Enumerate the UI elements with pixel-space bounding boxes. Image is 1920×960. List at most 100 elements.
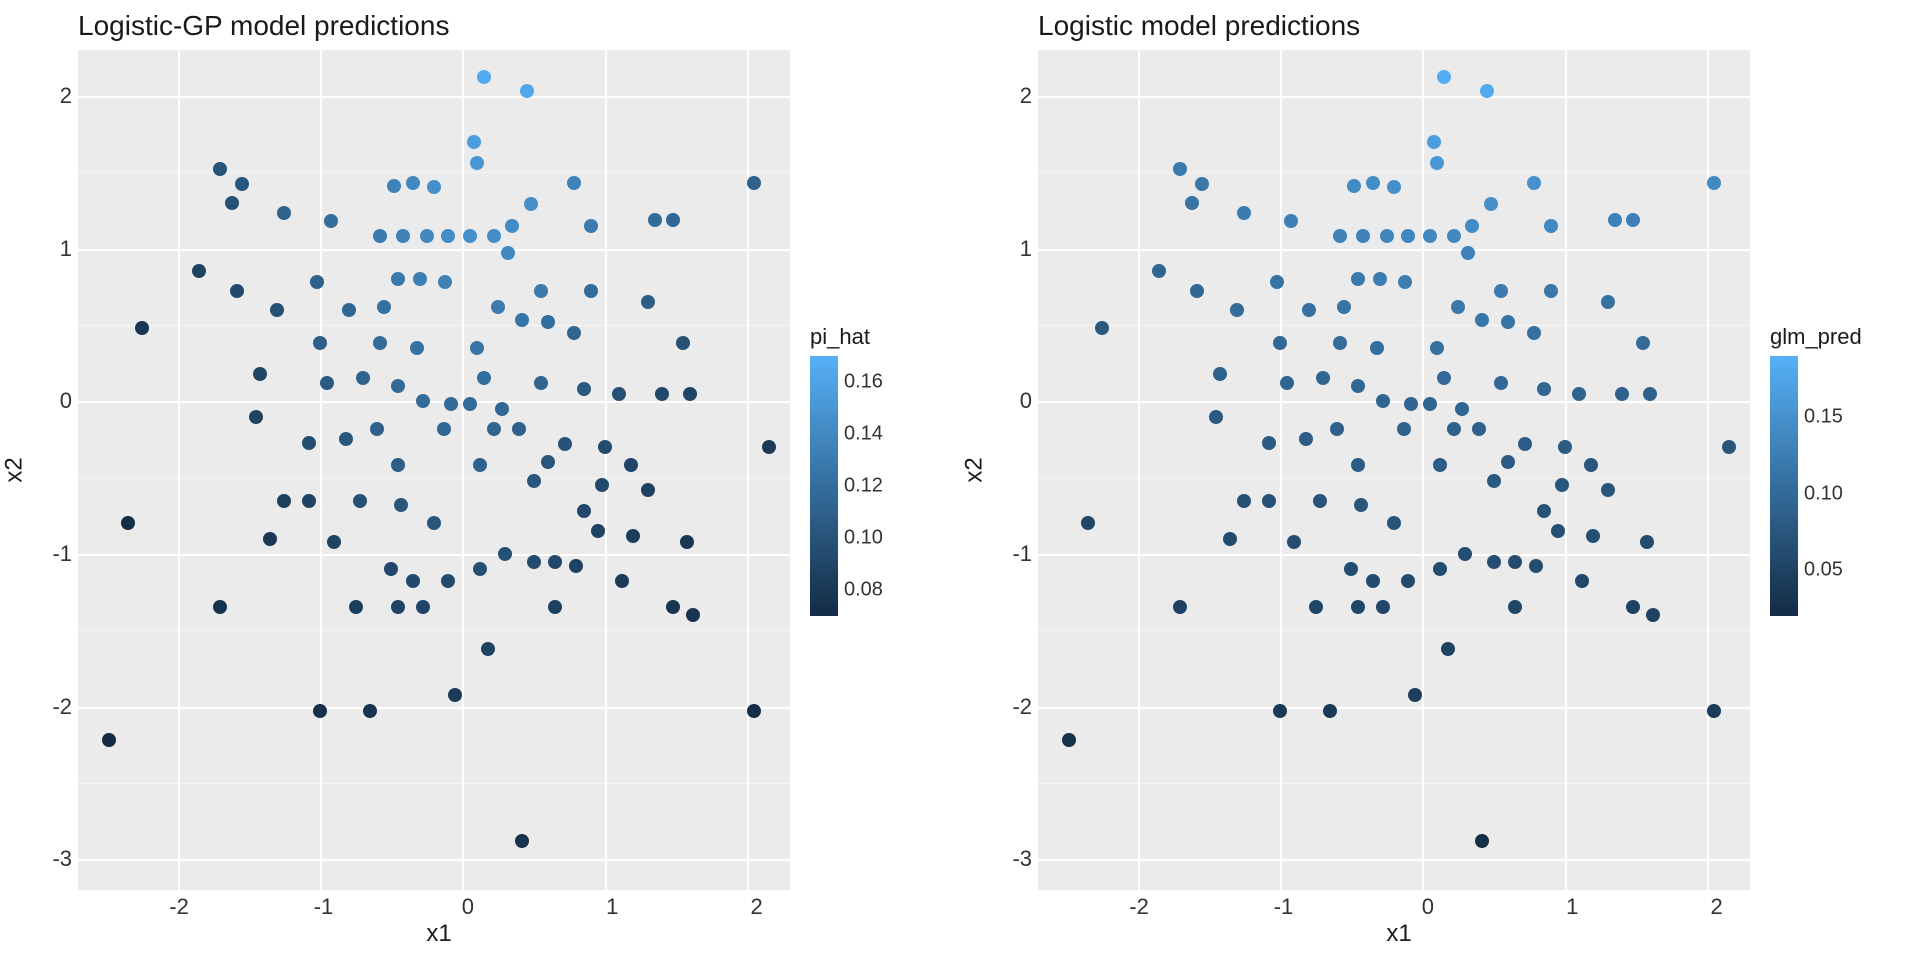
x-axis-title: x1: [78, 920, 800, 948]
gridline-v-minor: [534, 50, 535, 51]
scatter-point: [527, 555, 541, 569]
scatter-point: [1387, 180, 1401, 194]
scatter-point: [406, 574, 420, 588]
gridline-h: [1038, 859, 1750, 861]
scatter-point: [1487, 474, 1501, 488]
scatter-point: [1508, 555, 1522, 569]
scatter-point: [310, 275, 324, 289]
y-tick-label: -3: [52, 846, 72, 872]
scatter-point: [448, 688, 462, 702]
scatter-point: [387, 179, 401, 193]
gridline-h-minor: [78, 325, 790, 326]
scatter-point: [1333, 229, 1347, 243]
scatter-point: [1465, 219, 1479, 233]
scatter-point: [394, 498, 408, 512]
legend-tick-label: 0.15: [1804, 406, 1843, 429]
scatter-point: [487, 422, 501, 436]
x-tick-label: 0: [462, 894, 474, 920]
scatter-point: [1447, 422, 1461, 436]
y-tick-label: -1: [1012, 541, 1032, 567]
scatter-point: [1401, 229, 1415, 243]
scatter-point: [1356, 229, 1370, 243]
scatter-point: [1408, 688, 1422, 702]
scatter-point: [1480, 84, 1494, 98]
legend-title: glm_pred: [1770, 324, 1920, 350]
scatter-point: [676, 336, 690, 350]
x-axis-row: -2-1012 x1: [0, 890, 960, 960]
gridline-h-minor: [78, 478, 790, 479]
scatter-point: [524, 197, 538, 211]
scatter-point: [1347, 179, 1361, 193]
color-legend: pi_hat 0.080.100.120.140.16: [800, 50, 960, 890]
y-tick-label: -2: [52, 694, 72, 720]
scatter-point: [1615, 387, 1629, 401]
scatter-point: [1461, 246, 1475, 260]
gridline-h: [1038, 401, 1750, 403]
scatter-point: [1287, 535, 1301, 549]
scatter-point: [1527, 176, 1541, 190]
gridline-h-minor: [78, 783, 790, 784]
gridline-h: [1038, 249, 1750, 251]
scatter-point: [1081, 516, 1095, 530]
legend-tick-label: 0.10: [844, 527, 883, 550]
gridline-v: [1138, 50, 1140, 890]
scatter-point: [1209, 410, 1223, 424]
scatter-point: [666, 600, 680, 614]
scatter-point: [1586, 529, 1600, 543]
scatter-point: [473, 458, 487, 472]
scatter-point: [396, 229, 410, 243]
scatter-point: [1262, 436, 1276, 450]
scatter-point: [1423, 397, 1437, 411]
gridline-h: [1038, 707, 1750, 709]
scatter-point: [391, 458, 405, 472]
scatter-point: [1309, 600, 1323, 614]
scatter-point: [377, 300, 391, 314]
scatter-point: [121, 516, 135, 530]
scatter-point: [1397, 422, 1411, 436]
gridline-h-minor: [78, 630, 790, 631]
scatter-point: [615, 574, 629, 588]
scatter-point: [277, 494, 291, 508]
scatter-point: [558, 437, 572, 451]
legend-title: pi_hat: [810, 324, 960, 350]
scatter-point: [1487, 555, 1501, 569]
y-tick-label: -2: [1012, 694, 1032, 720]
legend-bar-wrap: 0.080.100.120.140.16: [810, 356, 960, 616]
scatter-point: [1299, 432, 1313, 446]
scatter-point: [1213, 367, 1227, 381]
scatter-point: [342, 303, 356, 317]
scatter-point: [406, 176, 420, 190]
scatter-point: [1373, 272, 1387, 286]
gridline-h-minor: [1038, 478, 1750, 479]
gridline-v-minor: [676, 50, 677, 51]
scatter-point: [591, 524, 605, 538]
scatter-point: [1337, 300, 1351, 314]
gridline-h: [1038, 96, 1750, 98]
gridline-v-minor: [1494, 50, 1495, 51]
y-axis-title: x2: [960, 50, 990, 890]
scatter-point: [512, 422, 526, 436]
x-tick-label: -2: [1129, 894, 1149, 920]
scatter-point: [263, 532, 277, 546]
scatter-point: [1707, 176, 1721, 190]
plot-row: x2 -3-2-1012 glm_pred 0.050.100.15: [960, 50, 1920, 890]
scatter-point: [313, 336, 327, 350]
scatter-point: [548, 600, 562, 614]
scatter-point: [416, 394, 430, 408]
gridline-h: [78, 554, 790, 556]
scatter-point: [420, 229, 434, 243]
x-tick-label: 1: [1566, 894, 1578, 920]
scatter-point: [1333, 336, 1347, 350]
gridline-v-minor: [1351, 50, 1352, 51]
scatter-point: [1376, 600, 1390, 614]
gridline-v-minor: [1636, 50, 1637, 51]
scatter-point: [1584, 458, 1598, 472]
y-tick-label: -1: [52, 541, 72, 567]
scatter-point: [534, 284, 548, 298]
scatter-point: [747, 704, 761, 718]
legend-tick-label: 0.08: [844, 579, 883, 602]
x-tick-row: -2-1012: [78, 890, 800, 920]
y-axis-title: x2: [0, 50, 30, 890]
scatter-point: [1273, 704, 1287, 718]
gridline-v: [747, 50, 749, 890]
